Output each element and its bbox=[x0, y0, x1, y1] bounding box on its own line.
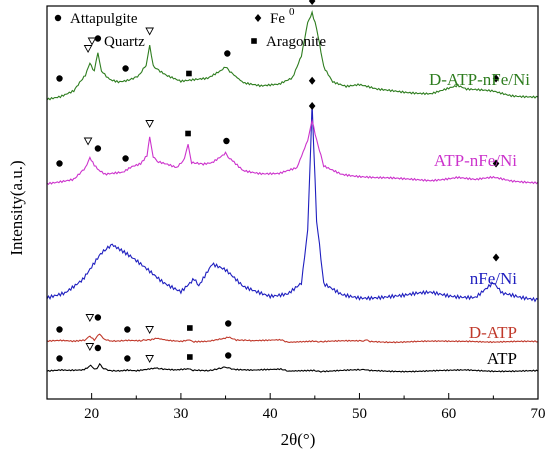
x-tick-label: 40 bbox=[263, 406, 278, 422]
series-label-d-atp-nfe-ni: D-ATP-nFe/Ni bbox=[429, 70, 530, 89]
circle-peak-marker bbox=[223, 137, 230, 145]
triangle-peak-marker bbox=[83, 45, 93, 54]
circle-legend-symbol bbox=[54, 14, 62, 22]
series-label-nfe-ni: nFe/Ni bbox=[470, 269, 518, 288]
series-line-atp-nfe-ni bbox=[46, 118, 539, 186]
diamond-peak-marker bbox=[492, 253, 500, 262]
diamond-peak-marker bbox=[308, 0, 316, 5]
series-label-atp-nfe-ni: ATP-nFe/Ni bbox=[434, 151, 517, 170]
series-nfe-ni: nFe/Ni bbox=[46, 76, 539, 303]
x-tick-label: 20 bbox=[84, 406, 99, 422]
square-legend-symbol bbox=[251, 38, 257, 44]
x-tick-label: 70 bbox=[531, 406, 546, 422]
diamond-peak-marker bbox=[308, 102, 316, 110]
series-atp-nfe-ni: ATP-nFe/Ni bbox=[46, 102, 539, 186]
diamond-peak-marker bbox=[492, 74, 500, 83]
series-line-nfe-ni bbox=[46, 103, 539, 303]
circle-peak-marker bbox=[56, 355, 63, 362]
legend-superscript: 0 bbox=[289, 6, 295, 18]
series-line-atp bbox=[46, 362, 539, 373]
legend-label: Attapulgite bbox=[70, 11, 138, 27]
diamond-peak-marker bbox=[492, 159, 500, 168]
circle-peak-marker bbox=[124, 326, 131, 333]
y-axis-title: Intensity(a.u.) bbox=[7, 160, 26, 255]
triangle-legend-symbol bbox=[87, 37, 97, 46]
series-label-atp: ATP bbox=[487, 349, 517, 368]
x-tick-label: 60 bbox=[441, 406, 456, 422]
triangle-peak-marker bbox=[85, 343, 95, 352]
legend-entry-fe: Fe 0 bbox=[254, 6, 295, 27]
series-line-d-atp-nfe-ni bbox=[46, 9, 539, 101]
legend-entry-aragonite: Aragonite bbox=[251, 34, 326, 50]
x-axis-title: 2θ(°) bbox=[281, 430, 316, 449]
x-tick-label: 30 bbox=[173, 406, 188, 422]
circle-peak-marker bbox=[94, 35, 102, 42]
legend-label: Quartz bbox=[104, 34, 145, 50]
axes: 20 30 40 50 60 70 bbox=[46, 5, 546, 422]
triangle-peak-marker bbox=[85, 314, 95, 323]
plot-frame bbox=[46, 5, 539, 400]
circle-peak-marker bbox=[122, 65, 129, 72]
triangle-peak-marker bbox=[145, 355, 155, 364]
series-line-d-atp bbox=[46, 333, 539, 344]
series-d-atp: D-ATP bbox=[46, 314, 539, 344]
circle-peak-marker bbox=[56, 75, 63, 82]
legend-label: Fe bbox=[270, 11, 285, 27]
circle-peak-marker bbox=[225, 352, 232, 359]
series-d-atp-nfe-ni: D-ATP-nFe/Ni bbox=[46, 0, 539, 101]
square-peak-marker bbox=[187, 354, 193, 360]
circle-peak-marker bbox=[56, 160, 63, 167]
triangle-peak-marker bbox=[145, 120, 155, 129]
legend: Attapulgite Fe 0 Quartz Aragonite bbox=[54, 6, 326, 50]
series-atp: ATP bbox=[46, 343, 539, 373]
circle-peak-marker bbox=[122, 155, 129, 162]
circle-peak-marker bbox=[56, 326, 63, 333]
triangle-peak-marker bbox=[83, 137, 93, 146]
square-peak-marker bbox=[186, 70, 192, 77]
legend-entry-attapulgite: Attapulgite bbox=[54, 11, 138, 27]
plot-area: ATP D-ATP nFe/Ni ATP-nFe/Ni D-ATP-nFe/Ni bbox=[46, 0, 539, 373]
circle-peak-marker bbox=[94, 314, 102, 321]
diamond-legend-symbol bbox=[254, 14, 262, 22]
legend-entry-quartz: Quartz bbox=[87, 34, 145, 50]
square-peak-marker bbox=[185, 130, 191, 137]
triangle-peak-marker bbox=[145, 27, 155, 36]
circle-peak-marker bbox=[224, 50, 231, 57]
diamond-peak-marker bbox=[308, 76, 316, 85]
series-label-d-atp: D-ATP bbox=[469, 323, 517, 342]
circle-peak-marker bbox=[124, 355, 131, 362]
circle-peak-marker bbox=[94, 344, 102, 352]
legend-label: Aragonite bbox=[266, 34, 326, 50]
triangle-peak-marker bbox=[145, 326, 155, 335]
circle-peak-marker bbox=[225, 320, 232, 327]
circle-peak-marker bbox=[94, 145, 102, 152]
x-tick-label: 50 bbox=[352, 406, 367, 422]
square-peak-marker bbox=[187, 325, 193, 331]
